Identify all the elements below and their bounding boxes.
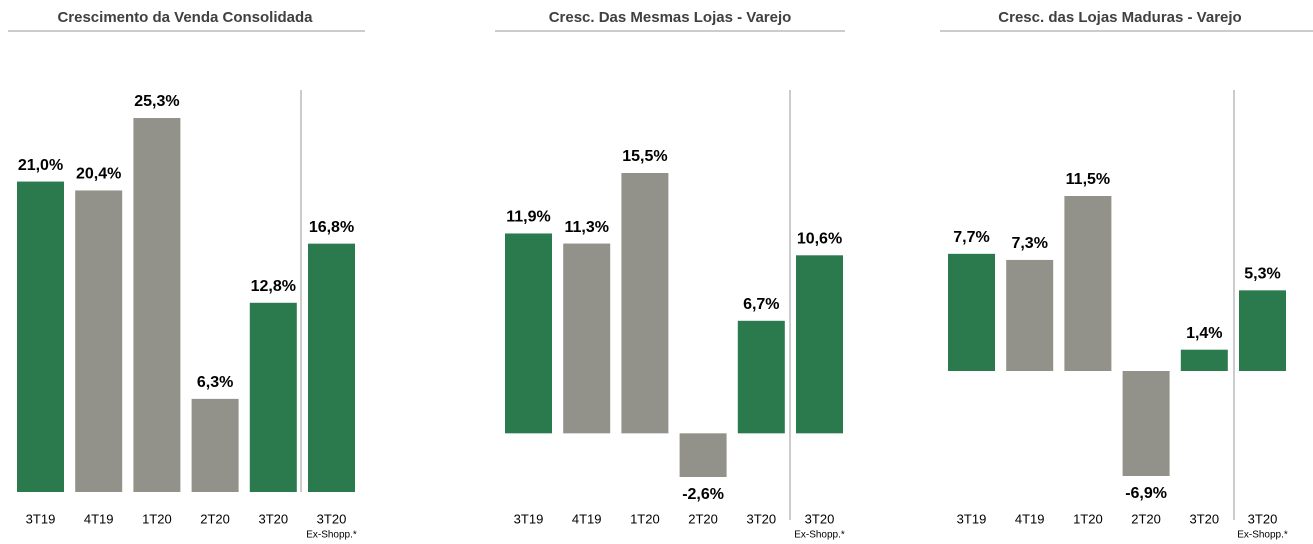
bar <box>505 233 552 434</box>
x-tick-label: 4T19 <box>84 511 114 526</box>
x-tick-label: 1T20 <box>142 511 172 526</box>
x-tick-label: 3T20 <box>805 511 835 526</box>
value-label: 6,3% <box>197 374 233 391</box>
bar <box>1180 349 1228 371</box>
value-label: 21,0% <box>18 157 63 174</box>
bar <box>563 243 611 434</box>
category-note: Ex-Shopp.* <box>306 530 357 541</box>
value-label: 15,5% <box>622 148 667 165</box>
value-label: 25,3% <box>134 93 179 110</box>
chart-title: Cresc. Das Mesmas Lojas - Varejo <box>549 9 792 26</box>
value-label: 16,8% <box>309 219 354 236</box>
x-tick-label: 3T20 <box>258 511 288 526</box>
value-label: 5,3% <box>1244 266 1280 283</box>
bar <box>621 173 669 434</box>
x-tick-label: 3T20 <box>746 511 776 526</box>
category-note: Ex-Shopp.* <box>1237 530 1288 541</box>
value-label: 12,8% <box>251 278 296 295</box>
bar <box>796 255 843 434</box>
x-tick-label: 3T20 <box>317 511 347 526</box>
chart-title: Cresc. das Lojas Maduras - Varejo <box>998 9 1241 26</box>
x-tick-label: 1T20 <box>630 511 660 526</box>
x-tick-label: 2T20 <box>1131 511 1161 526</box>
x-tick-label: 1T20 <box>1073 511 1103 526</box>
bar <box>1064 196 1112 371</box>
x-tick-label: 4T19 <box>572 511 602 526</box>
value-label: 11,9% <box>506 209 550 226</box>
bar <box>249 302 297 492</box>
bar <box>737 320 785 434</box>
value-label: -6,9% <box>1125 485 1167 502</box>
value-label: 6,7% <box>743 296 779 313</box>
x-tick-label: 2T20 <box>200 511 230 526</box>
bar <box>679 433 727 477</box>
bar <box>1239 290 1286 371</box>
value-label: 11,5% <box>1066 171 1110 188</box>
value-label: -2,6% <box>682 486 724 503</box>
bar <box>133 118 181 492</box>
x-tick-label: 3T19 <box>514 511 544 526</box>
value-label: 11,3% <box>564 219 608 236</box>
chart-title: Crescimento da Venda Consolidada <box>57 9 313 26</box>
bar <box>1006 259 1054 371</box>
x-tick-label: 3T19 <box>26 511 56 526</box>
value-label: 1,4% <box>1186 325 1222 342</box>
x-tick-label: 3T20 <box>1189 511 1219 526</box>
bar <box>1122 371 1170 476</box>
bar <box>191 398 239 492</box>
bar <box>948 253 995 371</box>
value-label: 7,7% <box>953 229 989 246</box>
x-tick-label: 2T20 <box>688 511 718 526</box>
value-label: 7,3% <box>1011 235 1047 252</box>
bar <box>17 181 64 492</box>
x-tick-label: 4T19 <box>1015 511 1045 526</box>
value-label: 10,6% <box>797 231 842 248</box>
category-note: Ex-Shopp.* <box>794 530 845 541</box>
x-tick-label: 3T20 <box>1248 511 1278 526</box>
bar <box>75 190 123 492</box>
x-tick-label: 3T19 <box>957 511 987 526</box>
bar <box>308 243 355 492</box>
value-label: 20,4% <box>76 166 121 183</box>
